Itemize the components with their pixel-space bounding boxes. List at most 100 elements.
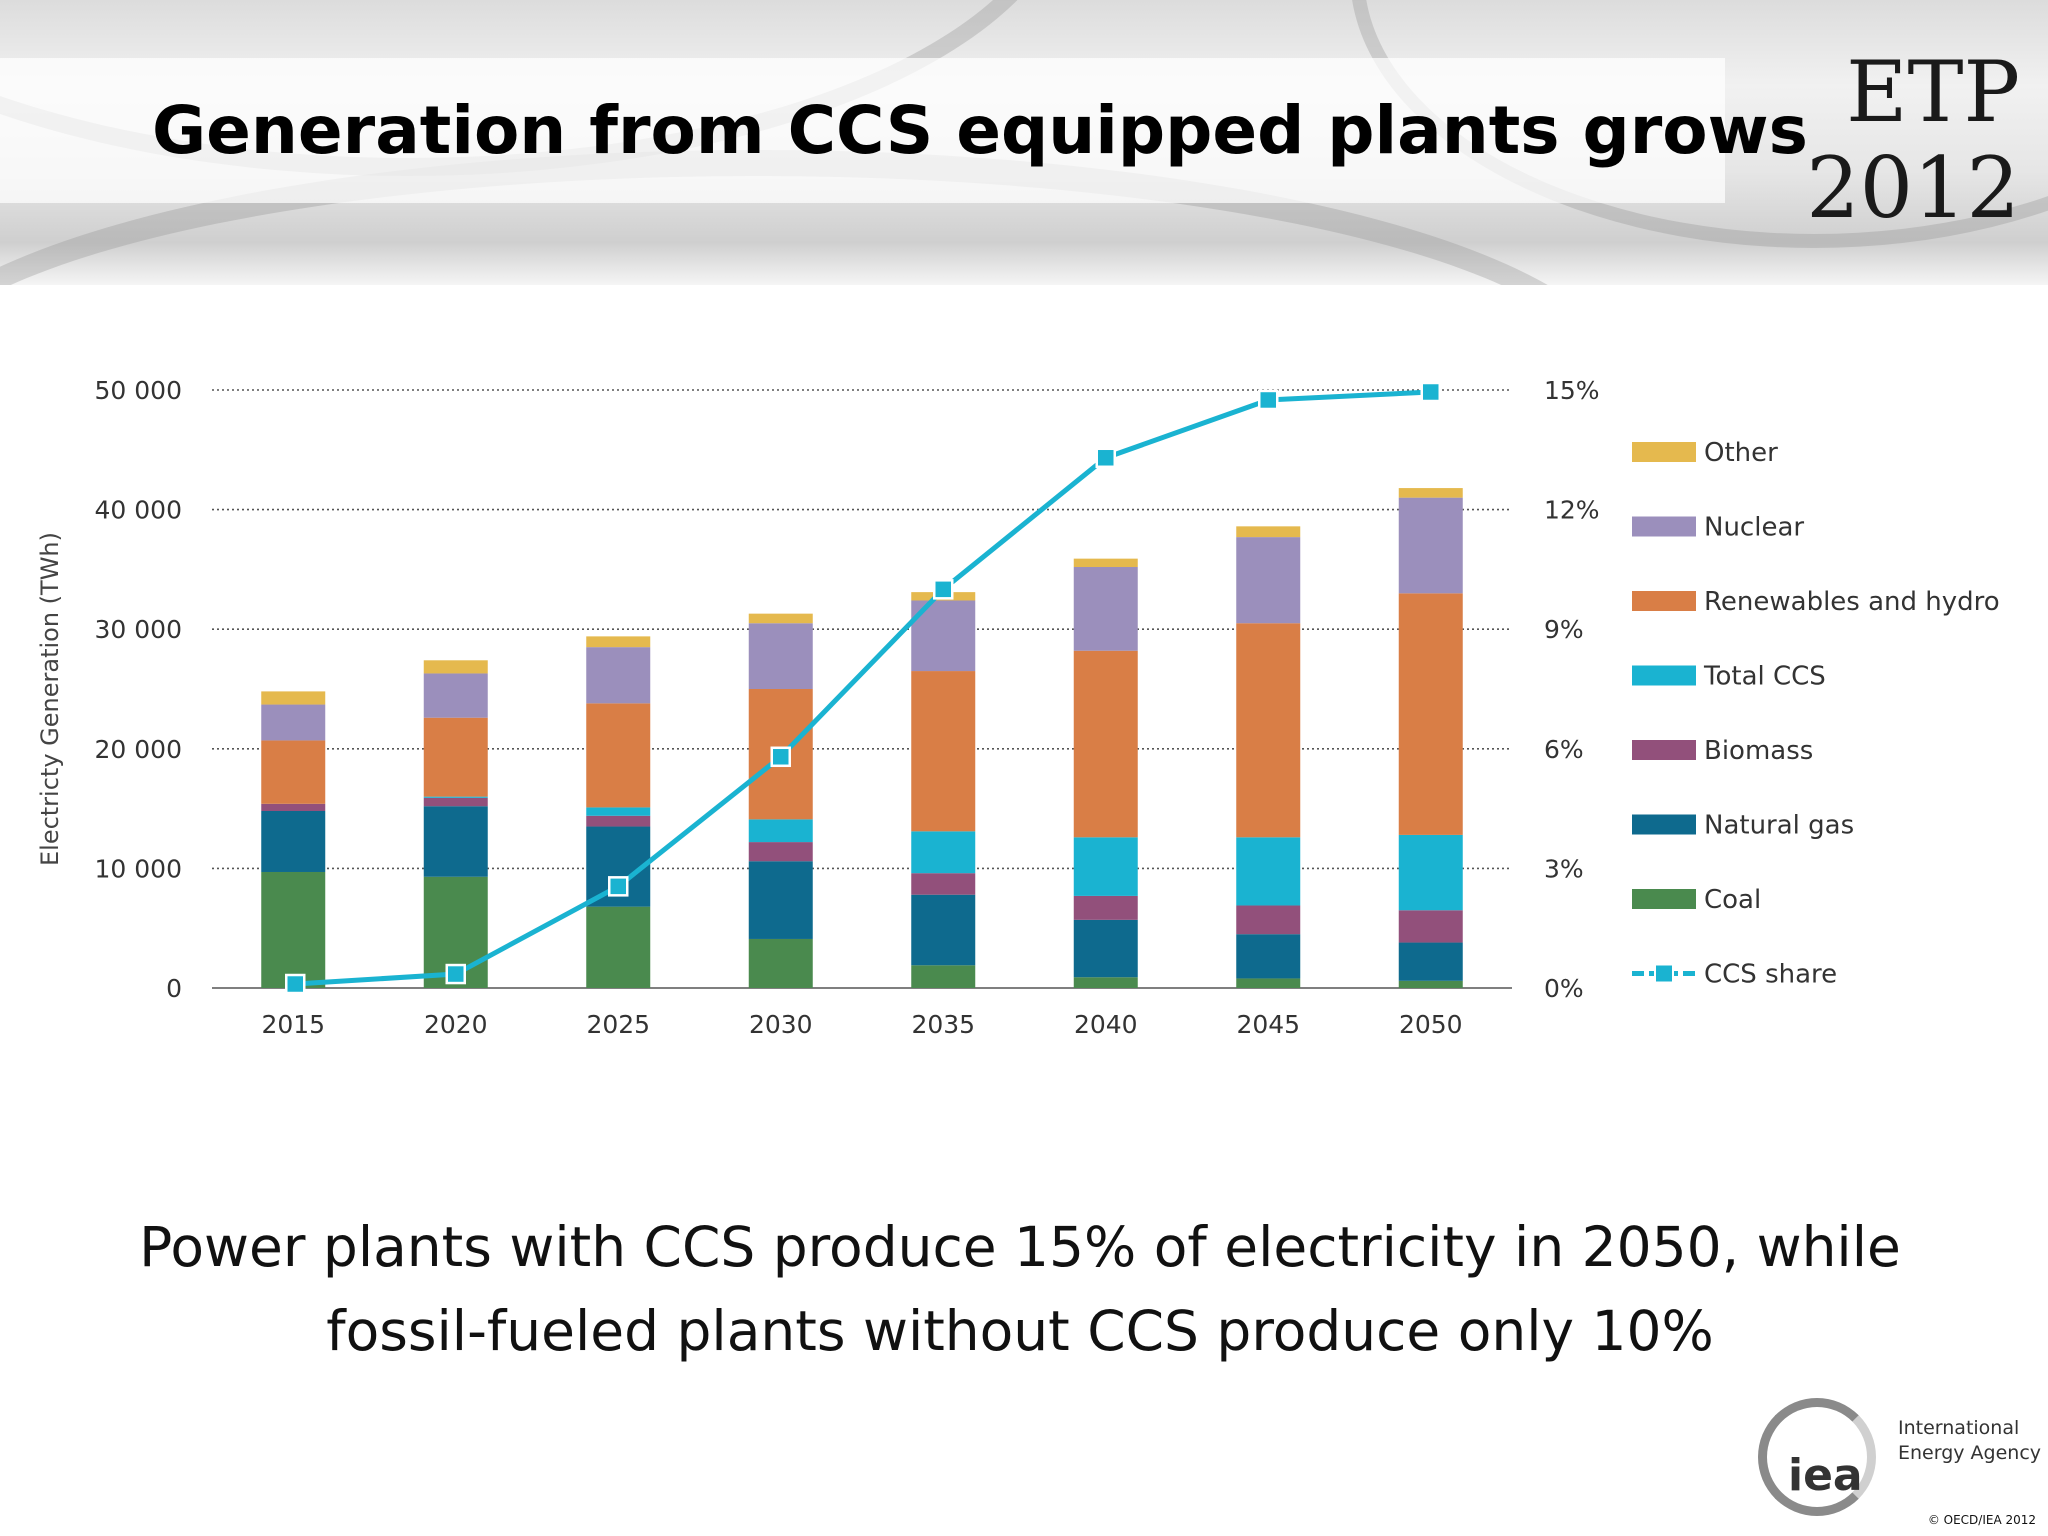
bar-nuclear [748, 623, 813, 689]
bar-other [748, 613, 813, 624]
bar-renewables-and-hydro [1073, 650, 1138, 838]
bar-coal [1073, 977, 1138, 988]
bar-coal [586, 906, 651, 988]
bar-renewables-and-hydro [911, 671, 976, 832]
bar-other [1236, 526, 1301, 538]
caption-line-2: fossil-fueled plants without CCS produce… [326, 1299, 1714, 1363]
ccs-share-point [608, 876, 629, 897]
bar-biomass [1398, 910, 1463, 943]
bar-total-ccs [423, 796, 488, 798]
bar-biomass [261, 803, 326, 811]
iea-logo-line2: Energy Agency [1898, 1442, 2042, 1464]
legend-swatch [1632, 591, 1696, 611]
legend-swatch [1632, 740, 1696, 760]
legend-label: Natural gas [1704, 811, 1854, 841]
bar-biomass [748, 842, 813, 862]
ccs-share-point [933, 579, 954, 600]
y-tick-label: 50 000 [95, 376, 182, 405]
bar-total-ccs [1398, 834, 1463, 911]
bar-nuclear [423, 673, 488, 718]
y2-tick-label: 15% [1544, 376, 1600, 405]
bar-coal [911, 965, 976, 988]
bar-total-ccs [586, 807, 651, 816]
legend-label: Renewables and hydro [1704, 587, 2000, 617]
bar-other [1073, 558, 1138, 568]
bar-renewables-and-hydro [1398, 593, 1463, 835]
bar-nuclear [1073, 567, 1138, 651]
bar-biomass [586, 815, 651, 827]
ccs-share-line [295, 389, 1431, 987]
bar-other [1398, 488, 1463, 498]
iea-logo: iea International Energy Agency [1758, 1398, 2043, 1528]
legend-swatch [1632, 665, 1696, 686]
ccs-share-point [770, 746, 791, 768]
y2-tick-label: 0% [1544, 974, 1584, 1003]
bar-natural-gas [1236, 934, 1301, 979]
etp-badge-line2: 2012 [1806, 139, 2020, 237]
legend-line-marker [1654, 963, 1674, 984]
legend-swatch [1632, 516, 1696, 537]
x-tick-label: 2030 [749, 1010, 813, 1039]
bar-natural-gas [261, 810, 326, 872]
copyright: © OECD/IEA 2012 [1927, 1513, 2036, 1527]
bar-natural-gas [911, 894, 976, 966]
bar-nuclear [586, 647, 651, 704]
legend-label: Biomass [1704, 736, 1813, 766]
iea-logo-text: International Energy Agency [1898, 1416, 2048, 1466]
y-tick-label: 40 000 [95, 496, 182, 525]
bar-nuclear [1236, 537, 1301, 624]
bar-natural-gas [1073, 919, 1138, 978]
slide-caption: Power plants with CCS produce 15% of ele… [60, 1205, 1980, 1373]
bar-natural-gas [423, 806, 488, 877]
bar-natural-gas [1398, 942, 1463, 981]
bar-renewables-and-hydro [423, 717, 488, 797]
y-tick-label: 30 000 [95, 615, 182, 644]
bar-total-ccs [1236, 837, 1301, 906]
bar-total-ccs [748, 819, 813, 843]
bar-other [261, 691, 326, 705]
y2-tick-label: 6% [1544, 735, 1584, 764]
ccs-share-point [445, 963, 466, 985]
legend-swatch [1632, 814, 1696, 835]
bar-nuclear [1398, 497, 1463, 594]
x-tick-label: 2035 [911, 1010, 975, 1039]
ccs-share-point [285, 973, 306, 995]
bar-renewables-and-hydro [1236, 623, 1301, 838]
legend-label: Coal [1704, 885, 1761, 915]
legend-swatch [1632, 889, 1696, 909]
electricity-generation-chart: 0 10 000 20 000 30 000 40 000 50 000 0% 3% 6% 9% 1… [36, 376, 2000, 1039]
etp-badge: ETP 2012 [1780, 44, 2020, 236]
slide-title: Generation from CCS equipped plants grow… [152, 92, 1808, 169]
bar-renewables-and-hydro [261, 740, 326, 804]
bar-biomass [1236, 905, 1301, 935]
x-tick-label: 2015 [261, 1010, 325, 1039]
y-tick-label: 10 000 [95, 854, 182, 883]
bar-coal [1398, 980, 1463, 988]
legend-label: CCS share [1704, 960, 1837, 990]
etp-badge-line1: ETP [1846, 43, 2020, 141]
bar-total-ccs [911, 831, 976, 874]
title-band [0, 58, 1725, 203]
x-tick-label: 2050 [1399, 1010, 1463, 1039]
ccs-share-point [1258, 389, 1279, 411]
ccs-share-point [1420, 381, 1441, 403]
x-tick-label: 2040 [1074, 1010, 1138, 1039]
bar-natural-gas [748, 861, 813, 939]
iea-logo-mark: iea [1788, 1450, 1863, 1501]
x-tick-label: 2020 [424, 1010, 488, 1039]
bar-biomass [1073, 895, 1138, 920]
bar-nuclear [261, 704, 326, 741]
legend-label: Total CCS [1703, 662, 1826, 692]
y2-tick-label: 9% [1544, 615, 1584, 644]
caption-line-1: Power plants with CCS produce 15% of ele… [139, 1215, 1901, 1279]
iea-logo-ring [1758, 1398, 1876, 1516]
legend-swatch [1632, 442, 1696, 462]
ccs-share-point [1095, 447, 1116, 469]
y2-tick-label: 3% [1544, 854, 1584, 883]
y2-tick-label: 12% [1544, 496, 1600, 525]
x-tick-label: 2045 [1236, 1010, 1300, 1039]
bar-biomass [423, 797, 488, 807]
bar-coal [261, 871, 326, 988]
bar-other [423, 660, 488, 674]
x-tick-label: 2025 [586, 1010, 650, 1039]
